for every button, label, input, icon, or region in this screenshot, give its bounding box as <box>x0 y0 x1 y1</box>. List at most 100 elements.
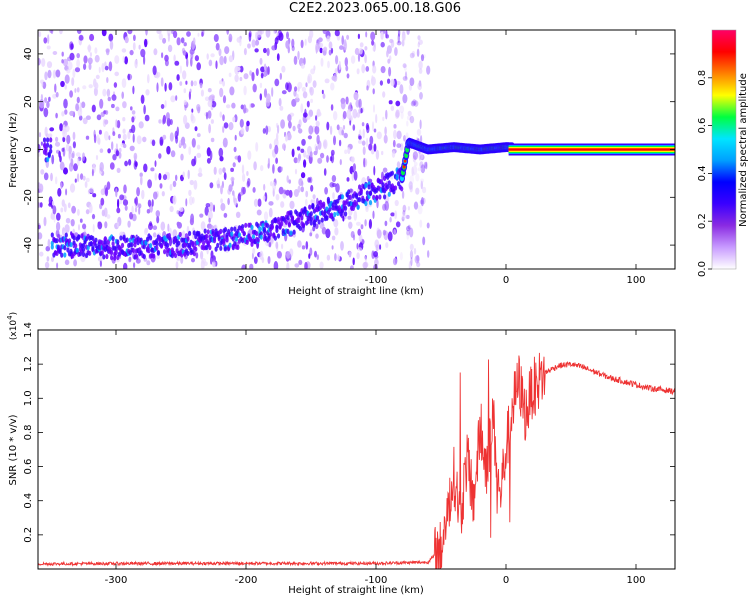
noise-speckle <box>288 179 292 184</box>
noise-speckle <box>343 132 348 139</box>
noise-speckle <box>286 262 290 269</box>
noise-speckle <box>298 128 303 134</box>
noise-speckle <box>121 91 124 99</box>
noise-speckle <box>51 200 55 206</box>
signal-blob <box>173 252 178 259</box>
noise-speckle <box>307 75 311 84</box>
noise-speckle <box>162 114 167 124</box>
noise-speckle <box>144 38 148 48</box>
noise-speckle <box>87 57 93 65</box>
noise-speckle <box>235 211 241 218</box>
noise-speckle <box>368 219 372 229</box>
signal-blob <box>347 189 351 195</box>
noise-speckle <box>104 119 109 125</box>
noise-speckle <box>78 224 80 231</box>
noise-speckle <box>106 214 111 219</box>
noise-speckle <box>99 162 104 172</box>
noise-speckle <box>91 104 96 113</box>
noise-speckle <box>360 108 363 114</box>
noise-speckle <box>324 187 328 195</box>
noise-speckle <box>357 52 361 63</box>
noise-speckle <box>301 245 306 250</box>
noise-speckle <box>200 250 204 260</box>
signal-blob <box>287 222 291 228</box>
noise-speckle <box>101 209 105 217</box>
noise-speckle <box>252 187 256 193</box>
noise-speckle <box>149 221 153 227</box>
noise-speckle <box>402 210 406 216</box>
signal-blob <box>69 242 73 248</box>
noise-speckle <box>164 59 169 67</box>
noise-speckle <box>251 252 254 260</box>
signal-blob <box>203 228 207 234</box>
signal-blob <box>322 203 326 209</box>
signal-blob <box>230 226 234 232</box>
noise-speckle <box>169 119 173 125</box>
noise-speckle <box>294 168 298 175</box>
noise-speckle <box>329 125 333 135</box>
noise-speckle <box>346 34 350 40</box>
signal-blob <box>197 230 201 237</box>
signal-blob <box>359 188 363 194</box>
noise-speckle <box>360 224 364 230</box>
noise-speckle <box>293 189 299 197</box>
noise-speckle <box>322 93 326 99</box>
colorbar: 0.0 0.2 0.4 0.6 0.8 Normalized spectral ampl… <box>697 29 749 277</box>
noise-speckle <box>411 50 416 58</box>
noise-speckle <box>127 30 133 35</box>
signal-blob <box>188 230 192 236</box>
noise-speckle <box>314 250 317 258</box>
colorbar-ticks: 0.0 0.2 0.4 0.6 0.8 <box>697 70 712 277</box>
noise-speckle <box>417 167 422 172</box>
noise-speckle <box>278 98 282 107</box>
noise-speckle <box>364 54 367 64</box>
signal-blob <box>228 242 232 248</box>
signal-blob <box>367 184 371 190</box>
noise-speckle <box>40 141 44 146</box>
noise-speckle <box>405 132 409 139</box>
signal-blob <box>368 190 373 196</box>
signal-blob <box>192 230 196 236</box>
noise-speckle <box>185 198 188 207</box>
noise-speckle <box>298 259 303 265</box>
noise-speckle <box>228 184 233 192</box>
noise-speckle <box>199 82 203 89</box>
y-tick-label: 0 <box>23 146 34 152</box>
noise-speckle <box>268 207 273 218</box>
noise-speckle <box>53 214 56 223</box>
noise-speckle <box>295 93 299 99</box>
noise-speckle <box>338 60 341 71</box>
noise-speckle <box>46 101 50 109</box>
noise-speckle <box>364 46 368 51</box>
noise-speckle <box>133 152 138 161</box>
noise-speckle <box>300 63 305 69</box>
noise-speckle <box>376 131 382 140</box>
noise-speckle <box>133 262 136 269</box>
noise-speckle <box>61 111 65 117</box>
signal-blob <box>55 238 59 244</box>
noise-speckle <box>85 177 90 183</box>
noise-speckle <box>223 55 227 65</box>
noise-speckle <box>412 165 418 176</box>
noise-speckle <box>161 52 164 59</box>
noise-speckle <box>224 46 230 55</box>
noise-speckle <box>406 120 409 127</box>
signal-blob <box>81 246 86 253</box>
noise-speckle <box>87 44 91 53</box>
signal-blob <box>44 150 48 156</box>
noise-speckle <box>375 244 379 252</box>
signal-blob <box>301 222 306 228</box>
colorbar-tick-label: 0.4 <box>697 165 708 181</box>
noise-speckle <box>111 103 115 109</box>
signal-blob <box>393 185 398 191</box>
noise-speckle <box>182 230 185 240</box>
noise-speckle <box>353 170 358 181</box>
noise-speckle <box>108 61 113 72</box>
noise-speckle <box>315 233 319 239</box>
signal-blob <box>50 232 54 238</box>
noise-speckle <box>356 252 360 260</box>
noise-speckle <box>183 88 187 94</box>
snr-y-ticks: 0.2 0.4 0.6 0.8 1.0 1.2 1.4 <box>23 322 675 543</box>
noise-speckle <box>219 156 224 162</box>
noise-speckle <box>82 117 88 125</box>
